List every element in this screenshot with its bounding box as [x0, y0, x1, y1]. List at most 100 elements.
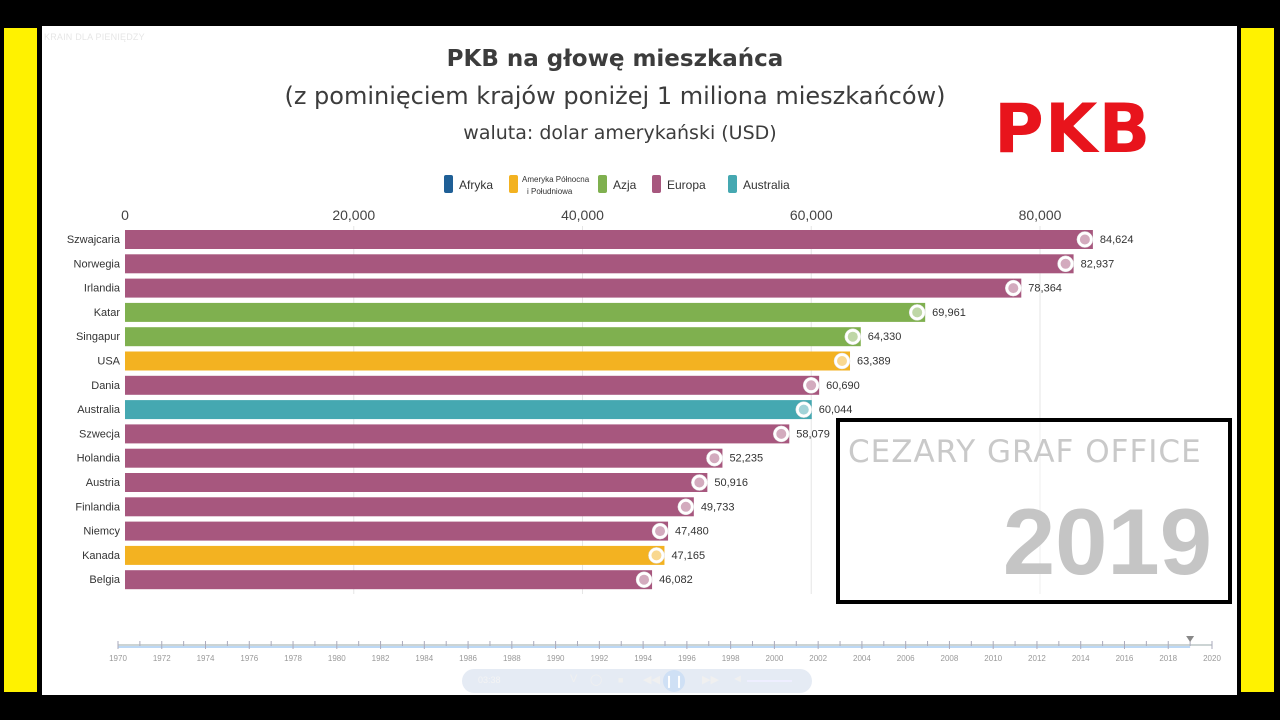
timeline-year-label: 1984 — [415, 654, 433, 663]
bar-szwajcaria — [125, 230, 1093, 249]
flag-icon-inner — [655, 526, 666, 537]
timeline-year-label: 2020 — [1203, 654, 1221, 663]
value-label: 64,330 — [868, 331, 902, 343]
bar-kanada — [125, 545, 665, 565]
timeline-year-label: 1988 — [503, 654, 521, 663]
flag-icon-inner — [694, 477, 705, 488]
speaker-icon[interactable]: ◄ — [732, 673, 743, 685]
category-label: Australia — [77, 404, 121, 416]
pause-icon[interactable]: ❙❙ — [663, 670, 685, 692]
category-label: USA — [97, 356, 120, 368]
legend-swatch — [444, 175, 453, 193]
value-label: 46,082 — [659, 574, 693, 586]
timeline-year-label: 2014 — [1072, 654, 1090, 663]
timeline-year-label: 1998 — [722, 654, 740, 663]
volume-slider[interactable] — [747, 680, 792, 682]
bar-niemcy — [125, 521, 669, 541]
timeline-year-label: 2016 — [1116, 654, 1134, 663]
value-label: 47,165 — [671, 550, 705, 562]
flag-icon-inner — [1079, 234, 1090, 245]
legend-swatch — [728, 175, 737, 193]
bar-belgia — [125, 570, 653, 590]
rewind-icon[interactable]: ◀◀ — [643, 674, 660, 686]
value-label: 69,961 — [932, 307, 966, 319]
timeline-year-label: 2000 — [766, 654, 784, 663]
legend-label: Europa — [667, 178, 706, 192]
bar-austria — [125, 473, 708, 492]
timeline-year-label: 2002 — [809, 654, 827, 663]
category-label: Singapur — [76, 331, 120, 343]
legend-label: Ameryka Północna — [522, 175, 590, 184]
flag-icon-inner — [837, 356, 848, 366]
bars: Szwajcaria 84,624 Norwegia 82,937 Irlandia 78… — [67, 230, 1134, 590]
chart-subtitle-currency: waluta: dolar amerykański (USD) — [463, 122, 776, 144]
timeline-year-label: 2006 — [897, 654, 915, 663]
timeline-year-label: 1978 — [284, 654, 302, 663]
category-label: Szwecja — [79, 428, 121, 440]
flag-icon-inner — [709, 453, 720, 464]
bar-singapur — [125, 327, 861, 347]
video-player-controls[interactable]: 03:38 V ◯ ■ ◀◀ ❙❙ ▶▶ ◄ — [462, 669, 812, 693]
x-tick-label: 40,000 — [561, 207, 604, 223]
timeline-year-label: 1990 — [547, 654, 565, 663]
bar-norwegia — [125, 254, 1074, 274]
timeline-year-label: 2010 — [984, 654, 1002, 663]
legend-label: Azja — [613, 178, 637, 192]
x-tick-label: 20,000 — [332, 207, 375, 223]
settings-icon[interactable]: ◯ — [590, 674, 603, 686]
forward-icon[interactable]: ▶▶ — [702, 674, 719, 686]
timeline-year-label: 1992 — [590, 654, 608, 663]
watermark-box: CEZARY GRAF OFFICE 2019 — [836, 418, 1232, 604]
chart-subtitle: (z pominięciem krajów poniżej 1 miliona … — [284, 82, 945, 110]
category-label: Norwegia — [74, 258, 121, 270]
bar-dania — [125, 375, 820, 395]
bar-australia — [125, 400, 812, 420]
category-label: Finlandia — [75, 501, 121, 513]
bar-chart: PKB na głowę mieszkańca (z pominięciem k… — [67, 46, 1134, 594]
timeline-year-label: 1986 — [459, 654, 477, 663]
timeline-year-label: 1970 — [109, 654, 127, 663]
category-label: Kanada — [82, 550, 121, 562]
timeline-year-label: 2004 — [853, 654, 871, 663]
flag-icon-inner — [1060, 258, 1071, 269]
flag-icon-inner — [912, 307, 923, 318]
legend-label: Afryka — [459, 178, 493, 192]
category-label: Szwajcaria — [67, 234, 121, 246]
flag-icon-inner — [680, 501, 691, 512]
legend-swatch — [652, 175, 661, 193]
legend-swatch — [509, 175, 518, 193]
legend-label-line2: i Południowa — [527, 187, 573, 196]
flag-icon-inner — [847, 331, 858, 342]
chart-title: PKB na głowę mieszkańca — [447, 46, 784, 72]
timeline: 1970 1972 1974 1976 1978 1980 1982 1984 1986 1988… — [109, 636, 1221, 663]
x-axis-ticks: 0 20,000 40,000 60,000 80,000 — [121, 207, 1062, 223]
timeline-marker[interactable] — [1186, 636, 1195, 642]
flag-icon-inner — [1008, 283, 1019, 294]
bar-finlandia — [125, 497, 694, 517]
timeline-year-label: 2012 — [1028, 654, 1046, 663]
flag-icon-inner — [639, 574, 650, 585]
legend-swatch — [598, 175, 607, 193]
bar-szwecja — [125, 424, 790, 444]
video-frame: KRAIN DLA PIENIĘDZY PKB na głowę mieszka… — [42, 26, 1237, 695]
category-label: Dania — [91, 380, 121, 392]
flag-icon-inner — [776, 428, 787, 439]
timeline-year-label: 1974 — [197, 654, 215, 663]
bar-katar — [125, 302, 926, 322]
channel-label: KRAIN DLA PIENIĘDZY — [44, 32, 145, 42]
flag-icon-inner — [798, 404, 809, 415]
right-yellow-bar — [1241, 28, 1274, 692]
x-tick-label: 60,000 — [790, 207, 833, 223]
flag-icon-inner — [806, 380, 817, 391]
year-label: 2019 — [1002, 489, 1212, 594]
timeline-year-label: 1982 — [372, 654, 390, 663]
category-label: Niemcy — [83, 526, 120, 538]
pkb-headline: PKB — [994, 90, 1152, 169]
timeline-year-label: 1996 — [678, 654, 696, 663]
timeline-year-label: 1980 — [328, 654, 346, 663]
value-label: 78,364 — [1028, 283, 1062, 295]
stop-icon[interactable]: ■ — [618, 675, 624, 685]
volume-icon[interactable]: V — [570, 673, 578, 685]
timeline-year-label: 1972 — [153, 654, 171, 663]
category-label: Holandia — [77, 453, 121, 465]
